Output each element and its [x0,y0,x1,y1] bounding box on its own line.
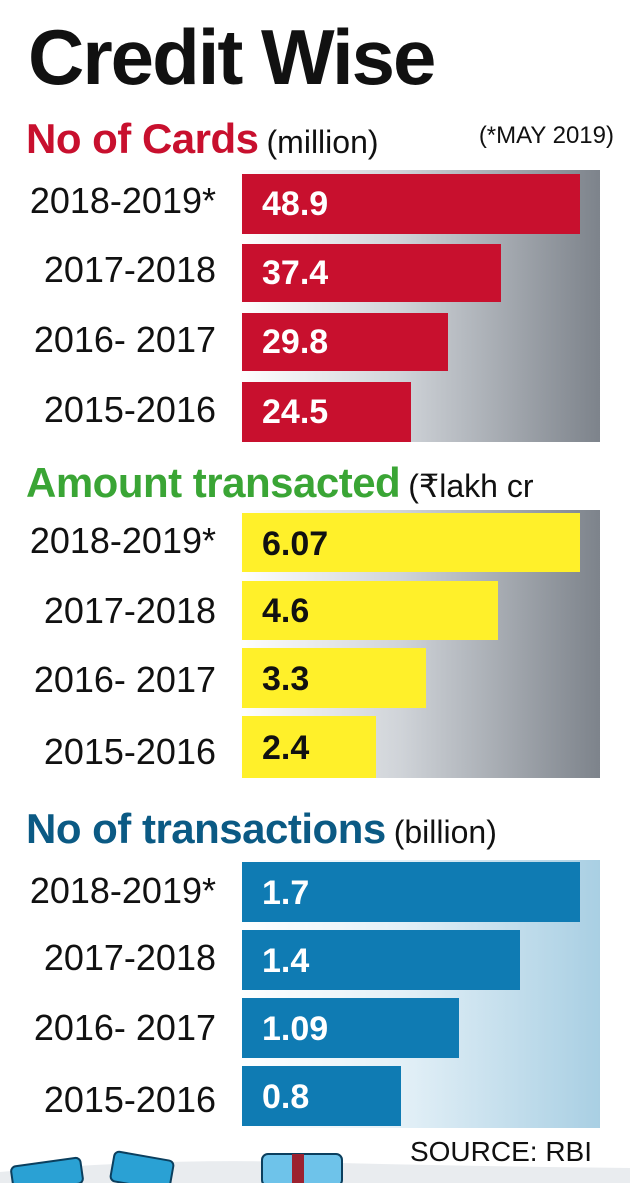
transactions-bar-2018-2019 [242,862,580,922]
transactions-value-label: 1.09 [262,1010,329,1048]
cards-bar-2015-2016 [242,382,412,442]
cards-value-label: 48.9 [262,185,329,223]
transactions-bar-2017-2018 [242,930,521,990]
cards-bar-2016-2017 [242,313,448,371]
transactions-row-label: 2017-2018 [43,937,216,978]
cards-section-unit: (million) [266,124,379,160]
amount-value-label: 4.6 [262,592,310,630]
cards-row-label: 2017-2018 [43,249,216,290]
cards-bar-2017-2018 [242,244,501,302]
footnote-date: (*MAY 2019) [478,122,614,149]
amount-section-header: Amount transacted (₹lakh cr [26,462,533,504]
amount-row-label: 2017-2018 [43,590,216,631]
cards-value-label: 29.8 [262,323,329,361]
amount-bar-2018-2019 [242,513,580,572]
transactions-value-label: 0.8 [262,1078,310,1116]
amount-bar-2016-2017 [242,648,426,708]
transactions-bar-2015-2016 [242,1066,402,1126]
cards-section-title: No of Cards [26,115,259,162]
amount-value-label: 6.07 [262,525,329,563]
cards-value-label: 24.5 [262,393,329,431]
amount-bar-2015-2016 [242,716,376,778]
cards-row-label: 2016- 2017 [33,319,216,360]
transactions-section-header: No of transactions (billion) [26,808,497,850]
amount-row-label: 2018-2019* [29,520,216,561]
amount-section-title: Amount transacted [26,459,401,506]
cards-row-label: 2018-2019* [29,180,216,221]
cards-bar-2018-2019 [242,174,580,234]
amount-section-unit: (₹lakh cr [408,468,534,504]
transactions-value-label: 1.4 [262,942,310,980]
amount-value-label: 2.4 [262,729,310,767]
transactions-section-title: No of transactions [26,805,386,852]
card-icon [10,1156,84,1183]
transactions-row-label: 2015-2016 [43,1079,216,1120]
amount-bar-2017-2018 [242,581,499,640]
amount-row-label: 2015-2016 [43,731,216,772]
source-credit: SOURCE: RBI [409,1136,592,1167]
transactions-section-unit: (billion) [393,814,497,850]
cards-section-header: No of Cards (million) [26,118,379,160]
transactions-bar-2016-2017 [242,998,459,1058]
chart-title: Credit Wise [28,13,436,101]
amount-row-label: 2016- 2017 [33,659,216,700]
cards-row-label: 2015-2016 [43,389,216,430]
transactions-row-label: 2018-2019* [29,870,216,911]
amount-value-label: 3.3 [262,660,310,698]
transactions-row-label: 2016- 2017 [33,1007,216,1048]
transactions-value-label: 1.7 [262,874,310,912]
cards-value-label: 37.4 [262,254,329,292]
card-icon [109,1150,175,1183]
credit-cards-illustration [0,1150,630,1183]
card-icon [261,1153,343,1183]
